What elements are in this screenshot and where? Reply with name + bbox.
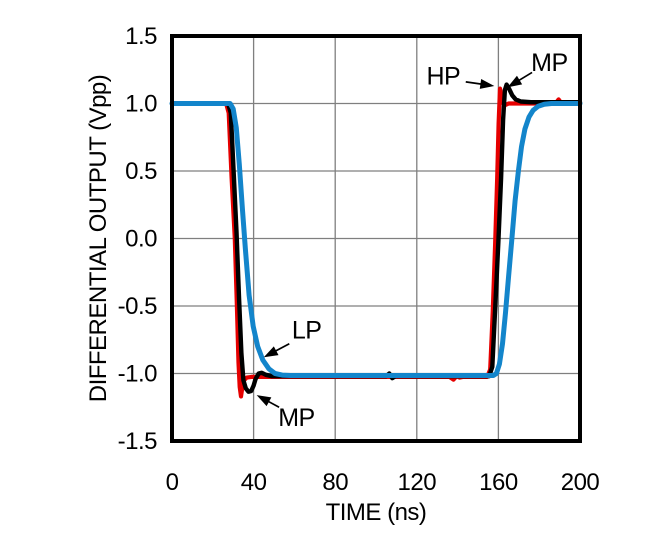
annotation-lp-2-arrow-head <box>263 346 279 358</box>
plot-border <box>170 34 582 443</box>
annotation-mp-1-arrow-head <box>507 75 523 88</box>
annotation-hp-0-label: HP <box>426 63 460 91</box>
x-axis-title: TIME (ns) <box>326 499 427 526</box>
annotation-hp-0-arrow-head <box>479 79 495 89</box>
annotation-lp-2-label: LP <box>292 316 322 344</box>
y-axis-title: DIFFERENTIAL OUTPUT (Vpp) <box>85 75 112 403</box>
x-tick-label-200: 200 <box>561 469 600 496</box>
y-tick-label-1.0: 1.0 <box>125 91 157 118</box>
y-tick-label-0.5: 0.5 <box>125 158 157 185</box>
y-tick-label-0.0: 0.0 <box>125 226 157 253</box>
y-tick-label-1.5: 1.5 <box>125 23 157 50</box>
y-tick-label--1.5: -1.5 <box>118 428 158 455</box>
x-tick-label-160: 160 <box>479 469 518 496</box>
x-tick-label-80: 80 <box>322 469 348 496</box>
annotation-mp-3-arrow-head <box>256 395 272 407</box>
series-line-lp <box>169 101 583 378</box>
annotation-mp-1-label: MP <box>531 49 568 77</box>
annotation-mp-3-arrow-line <box>266 400 280 408</box>
y-tick-label--1.0: -1.0 <box>118 361 158 388</box>
annotation-hp-0-arrow-line <box>465 81 483 86</box>
annotation-mp-1-arrow-line <box>517 71 533 82</box>
annotation-lp-2-arrow-line <box>274 343 290 353</box>
x-tick-label-40: 40 <box>241 469 267 496</box>
y-tick-label--0.5: -0.5 <box>118 293 158 320</box>
annotation-mp-3-label: MP <box>278 404 315 432</box>
x-tick-label-0: 0 <box>166 469 179 496</box>
x-tick-label-120: 120 <box>398 469 437 496</box>
